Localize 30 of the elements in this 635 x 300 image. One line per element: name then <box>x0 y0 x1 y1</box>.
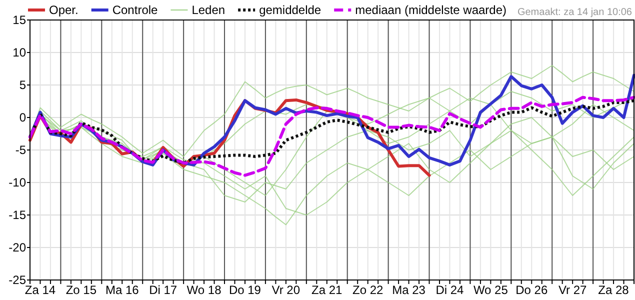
x-tick-label: Wo 18 <box>186 283 222 297</box>
x-tick-label: Za 28 <box>598 283 630 297</box>
x-tick-label: Za 14 <box>24 283 56 297</box>
y-tick-label: -10 <box>8 176 26 190</box>
y-tick-label: -25 <box>8 273 26 287</box>
x-tick-label: Di 24 <box>436 283 464 297</box>
x-tick-label: Vr 27 <box>558 283 588 297</box>
x-tick-label: Vr 20 <box>272 283 300 297</box>
x-tick-label: Wo 25 <box>473 283 508 297</box>
y-tick-label: 5 <box>19 78 26 92</box>
x-tick-label: Di 17 <box>149 283 178 297</box>
legend-label: Leden <box>192 3 226 17</box>
text: Gemaakt: za 14 jan 10:06 <box>517 7 632 18</box>
x-tick-label: Zo 22 <box>352 283 384 297</box>
y-tick-label: 15 <box>12 13 26 27</box>
x-tick-label: Do 26 <box>516 283 548 297</box>
legend-label: Controle <box>112 3 158 17</box>
y-tick-label: -15 <box>8 208 26 222</box>
legend-label: Oper. <box>49 3 78 17</box>
x-tick-label: Ma 16 <box>105 283 140 297</box>
x-tick-label: Zo 15 <box>66 283 97 297</box>
y-tick-label: 10 <box>12 46 26 60</box>
x-tick-label: Ma 23 <box>392 283 426 297</box>
legend-label: gemiddelde <box>259 3 322 17</box>
legend-label: mediaan (middelste waarde) <box>355 3 507 17</box>
y-tick-label: -5 <box>15 143 26 157</box>
x-tick-label: Do 19 <box>228 283 262 297</box>
x-tick-label: Za 21 <box>312 283 343 297</box>
y-tick-label: -20 <box>8 240 26 254</box>
y-tick-label: 0 <box>19 110 26 124</box>
